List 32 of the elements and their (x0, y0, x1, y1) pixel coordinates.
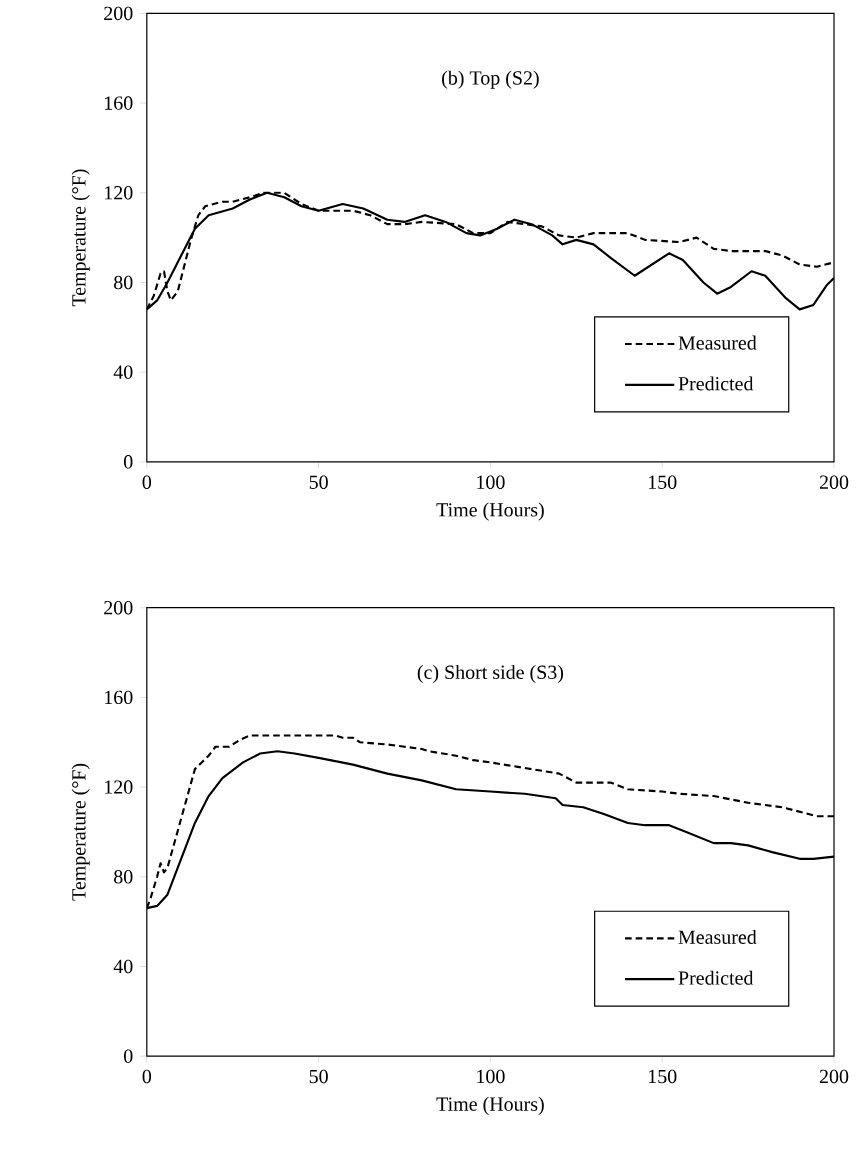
x-axis-title: Time (Hours) (436, 1096, 544, 1115)
legend-label: Measured (678, 929, 757, 944)
legend-label: Predicted (678, 376, 754, 391)
y-tick-label: 80 (114, 275, 133, 290)
y-axis-title: Temperature (°F) (71, 169, 90, 307)
x-tick-label: 50 (309, 475, 328, 489)
y-tick-label: 0 (124, 455, 133, 469)
legend-label: Predicted (678, 970, 754, 985)
x-tick-label: 200 (819, 475, 849, 489)
y-tick-label: 160 (105, 96, 133, 110)
y-tick-label: 200 (104, 600, 133, 615)
x-tick-label: 200 (819, 1069, 849, 1084)
y-tick-label: 120 (105, 780, 133, 794)
text: (b) Top (S2) (442, 70, 539, 89)
x-tick-label: 150 (649, 475, 677, 489)
y-tick-label: 0 (124, 1049, 133, 1063)
y-tick-label: 200 (104, 6, 133, 21)
text: (c) Short side (S3) (417, 664, 564, 684)
y-tick-label: 160 (105, 690, 133, 705)
legend-label: Measured (678, 335, 757, 350)
x-tick-label: 150 (649, 1069, 677, 1084)
y-tick-label: 120 (105, 186, 133, 200)
x-tick-label: 50 (309, 1069, 328, 1084)
y-tick-label: 40 (113, 365, 133, 379)
x-tick-label: 0 (142, 475, 152, 489)
x-axis-title: Time (Hours) (436, 502, 544, 521)
x-tick-label: 100 (477, 1069, 505, 1084)
y-tick-label: 40 (113, 959, 133, 974)
y-tick-label: 80 (114, 870, 133, 884)
y-axis-title: Temperature (°F) (71, 763, 90, 901)
x-tick-label: 0 (142, 1069, 152, 1084)
x-tick-label: 100 (477, 475, 505, 489)
